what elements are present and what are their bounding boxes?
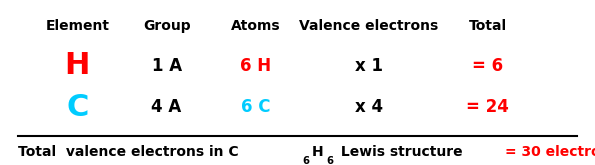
- Text: = 6: = 6: [472, 57, 503, 75]
- Text: Element: Element: [45, 19, 109, 33]
- Text: Group: Group: [143, 19, 190, 33]
- Text: 6 C: 6 C: [241, 98, 271, 116]
- Text: = 30 electrons: = 30 electrons: [505, 145, 595, 159]
- Text: C: C: [66, 93, 89, 122]
- Text: x 4: x 4: [355, 98, 383, 116]
- Text: 4 A: 4 A: [152, 98, 181, 116]
- Text: 6: 6: [302, 156, 309, 165]
- Text: Valence electrons: Valence electrons: [299, 19, 439, 33]
- Text: H: H: [312, 145, 323, 159]
- Text: 6 H: 6 H: [240, 57, 271, 75]
- Text: Atoms: Atoms: [231, 19, 281, 33]
- Text: x 1: x 1: [355, 57, 383, 75]
- Text: 6: 6: [327, 156, 334, 165]
- Text: Total  valence electrons in C: Total valence electrons in C: [18, 145, 239, 159]
- Text: H: H: [65, 51, 90, 81]
- Text: Lewis structure: Lewis structure: [336, 145, 467, 159]
- Text: 1 A: 1 A: [152, 57, 181, 75]
- Text: = 24: = 24: [466, 98, 509, 116]
- Text: Total: Total: [469, 19, 507, 33]
